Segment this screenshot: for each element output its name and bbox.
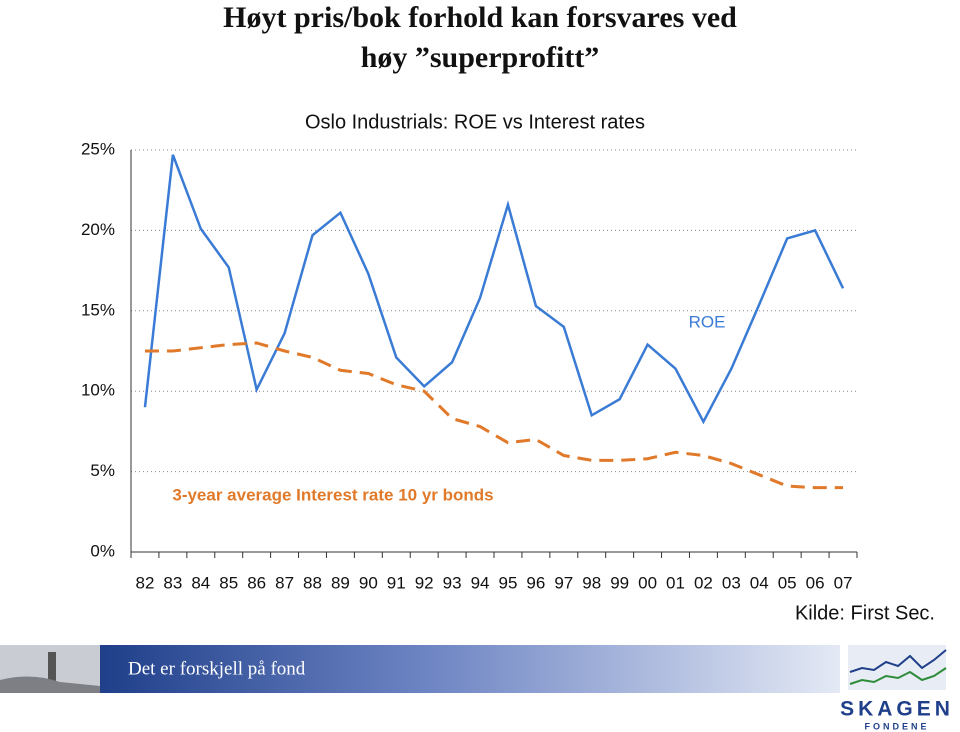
- y-tick-label: 5%: [90, 461, 115, 480]
- chart-title: Oslo Industrials: ROE vs Interest rates: [305, 111, 645, 133]
- series-label: ROE: [689, 312, 726, 331]
- x-tick-label: 84: [191, 573, 210, 592]
- series-line: [144, 341, 844, 490]
- y-tick-label: 0%: [90, 541, 115, 560]
- x-tick-label: 87: [275, 573, 294, 592]
- x-tick-label: 07: [834, 573, 853, 592]
- x-tick-label: 94: [471, 573, 490, 592]
- logo: SKAGEN: [840, 698, 954, 721]
- x-tick-label: 93: [443, 573, 462, 592]
- x-tick-label: 88: [303, 573, 322, 592]
- x-tick-label: 04: [750, 573, 769, 592]
- x-tick-label: 99: [610, 573, 629, 592]
- x-tick-label: 90: [359, 573, 378, 592]
- series-line: [143, 154, 845, 425]
- x-tick-label: 83: [163, 573, 182, 592]
- x-tick-label: 95: [499, 573, 518, 592]
- y-tick-label: 10%: [81, 381, 115, 400]
- y-tick-label: 25%: [81, 139, 115, 158]
- y-tick-label: 20%: [81, 220, 115, 239]
- series-label: 3-year average Interest rate 10 yr bonds: [172, 485, 493, 504]
- slide-title: høy ”superprofitt”: [361, 41, 600, 74]
- y-tick-label: 15%: [81, 300, 115, 319]
- x-tick-label: 86: [247, 573, 266, 592]
- x-tick-label: 03: [722, 573, 741, 592]
- x-tick-label: 96: [526, 573, 545, 592]
- x-tick-label: 97: [554, 573, 573, 592]
- x-tick-label: 02: [694, 573, 713, 592]
- x-tick-label: 06: [806, 573, 825, 592]
- x-tick-label: 89: [331, 573, 350, 592]
- x-tick-label: 00: [638, 573, 657, 592]
- slide-title: Høyt pris/bok forhold kan forsvares ved: [223, 1, 737, 34]
- x-tick-label: 82: [136, 573, 155, 592]
- x-tick-label: 01: [666, 573, 685, 592]
- x-tick-label: 05: [778, 573, 797, 592]
- logo-icon: [848, 645, 947, 690]
- rocks: [0, 676, 100, 693]
- x-tick-label: 85: [219, 573, 238, 592]
- x-tick-label: 91: [387, 573, 406, 592]
- source: Kilde: First Sec.: [795, 602, 935, 624]
- slogan: Det er forskjell på fond: [128, 658, 306, 679]
- x-tick-label: 98: [582, 573, 601, 592]
- banner: [100, 645, 840, 693]
- lighthouse: [48, 652, 56, 682]
- x-tick-label: 92: [415, 573, 434, 592]
- logo-sub: FONDENE: [864, 721, 929, 731]
